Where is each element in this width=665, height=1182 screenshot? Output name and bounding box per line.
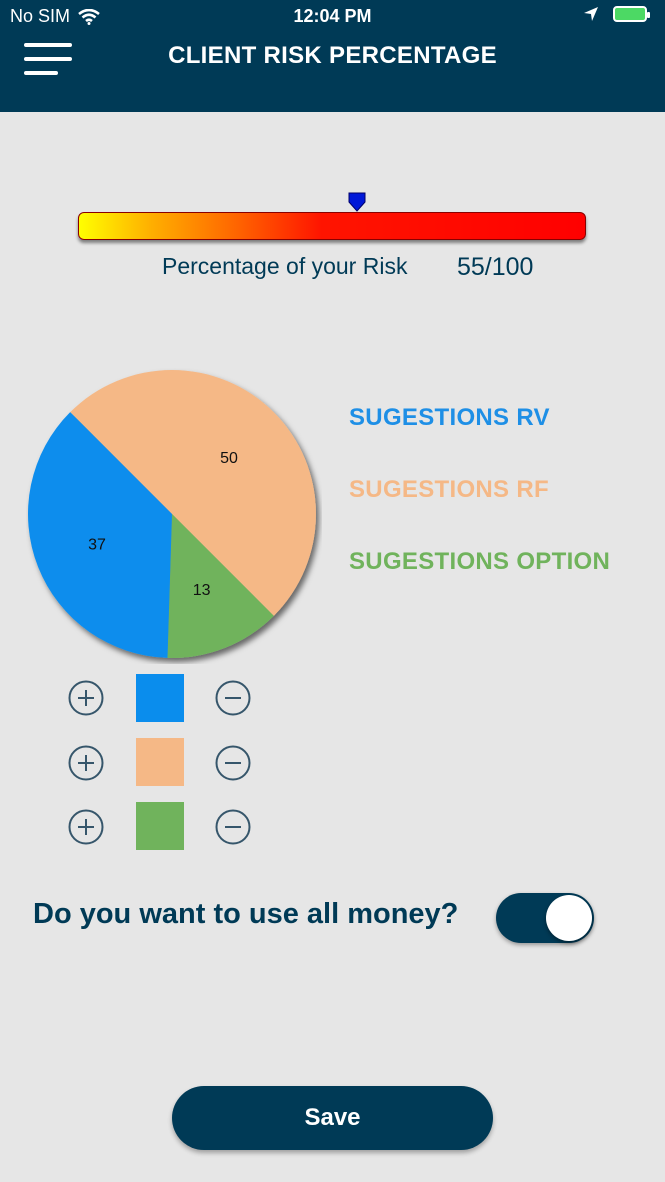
carrier-text: No SIM: [10, 6, 71, 26]
risk-value: 55/100: [457, 253, 534, 281]
toggle-knob: [546, 895, 592, 941]
plus-circle-icon[interactable]: [68, 680, 104, 716]
battery-icon: [613, 6, 650, 22]
location-arrow-icon: [584, 7, 598, 21]
risk-slider-thumb[interactable]: [347, 192, 367, 212]
pie-slice-sugestions-rv: [27, 412, 173, 658]
risk-gradient-bar: [78, 212, 586, 240]
use-all-money-toggle[interactable]: [496, 893, 594, 943]
menu-button[interactable]: [24, 43, 72, 75]
save-button[interactable]: Save: [172, 1086, 493, 1150]
status-time: 12:04 PM: [293, 6, 372, 26]
use-all-money-label: Do you want to use all money?: [33, 898, 459, 930]
hamburger-icon-line: [24, 57, 72, 61]
option-color-swatch: [136, 802, 184, 850]
option-control-row: [68, 802, 254, 852]
pie-value-label: 37: [88, 537, 106, 554]
page-title: CLIENT RISK PERCENTAGE: [168, 42, 497, 69]
risk-label: Percentage of your Risk: [162, 253, 408, 279]
hamburger-icon-line: [24, 43, 72, 47]
minus-circle-icon[interactable]: [215, 745, 251, 781]
rf-color-swatch: [136, 738, 184, 786]
allocation-pie-chart: 50 13 37: [27, 370, 316, 658]
pie-value-label: 50: [220, 450, 238, 467]
hamburger-icon-line: [24, 71, 58, 75]
plus-circle-icon[interactable]: [68, 745, 104, 781]
minus-circle-icon[interactable]: [215, 680, 251, 716]
status-left: No SIM: [10, 6, 100, 27]
rf-control-row: [68, 738, 254, 788]
status-right: [583, 6, 650, 22]
legend-rv: SUGESTIONS RV: [349, 404, 550, 431]
legend-option: SUGESTIONS OPTION: [349, 548, 611, 575]
pie-value-label: 13: [193, 582, 211, 599]
rv-color-swatch: [136, 674, 184, 722]
pie-slice-sugestions-option: [167, 514, 274, 658]
top-bar: No SIM 12:04 PM CLIENT RISK PERCENTAGE: [0, 0, 665, 112]
rv-control-row: [68, 674, 254, 724]
pie-slice-sugestions-rf: [70, 370, 316, 616]
wifi-icon: [78, 8, 100, 25]
plus-circle-icon[interactable]: [68, 809, 104, 845]
legend-rf: SUGESTIONS RF: [349, 476, 549, 503]
minus-circle-icon[interactable]: [215, 809, 251, 845]
